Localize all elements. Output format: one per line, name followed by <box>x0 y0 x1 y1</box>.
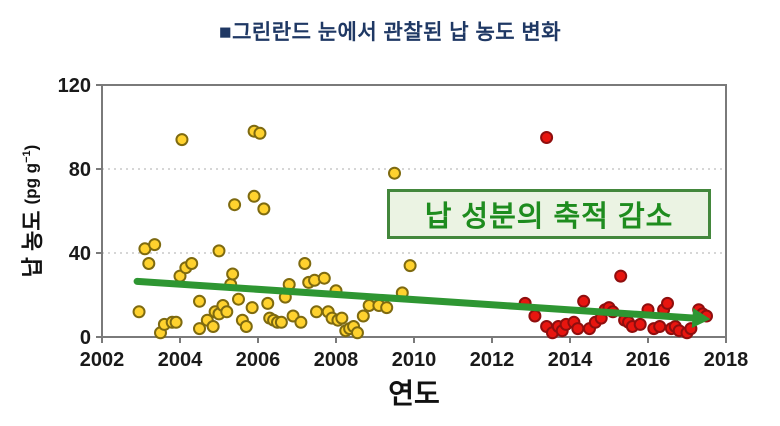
data-point-yellow-points <box>253 126 267 140</box>
data-point-yellow-points <box>148 238 162 252</box>
data-point-yellow-points <box>380 301 394 315</box>
data-point-yellow-points <box>317 271 331 285</box>
data-point-red-points <box>661 296 674 310</box>
data-point-red-points <box>614 269 628 283</box>
data-point-red-points <box>653 320 667 333</box>
data-point-red-points <box>528 309 542 323</box>
x-tick-label: 2006 <box>236 349 281 371</box>
x-tick-label: 2002 <box>80 349 125 371</box>
data-point-yellow-points <box>335 311 349 325</box>
data-point-yellow-points <box>212 244 226 258</box>
data-point-yellow-points <box>356 309 370 323</box>
y-axis-label: 납 농도 (pg g−1) <box>13 61 49 361</box>
data-point-yellow-points <box>294 315 308 329</box>
data-point-red-points <box>540 131 554 144</box>
x-tick-label: 2018 <box>704 349 749 371</box>
data-point-yellow-points <box>239 320 253 333</box>
page-title: ■그린란드 눈에서 관찰된 납 농도 변화 <box>218 21 562 44</box>
x-tick-label: 2016 <box>626 349 671 371</box>
x-tick-label: 2008 <box>314 349 359 371</box>
y-tick-label: 80 <box>69 159 91 181</box>
data-point-yellow-points <box>185 257 199 270</box>
y-tick-label: 0 <box>80 327 91 349</box>
y-axis-label-text: 납 농도 <box>20 210 45 278</box>
data-point-yellow-points <box>142 257 156 270</box>
x-tick-label: 2004 <box>158 349 203 371</box>
trend-arrowhead-icon <box>691 307 711 328</box>
y-tick-label: 120 <box>58 75 91 97</box>
trend-line <box>133 277 696 322</box>
data-point-yellow-points <box>298 257 312 270</box>
data-point-yellow-points <box>232 292 245 306</box>
y-tick-label: 40 <box>69 243 91 265</box>
data-point-yellow-points <box>350 326 364 340</box>
x-tick-label: 2012 <box>470 349 515 371</box>
y-axis-unit: (pg g−1) <box>20 144 41 205</box>
annotation-text: 납 성분의 축적 감소 <box>424 201 674 233</box>
data-point-yellow-points <box>193 294 206 308</box>
data-point-yellow-points <box>228 198 242 212</box>
data-point-yellow-points <box>220 305 234 319</box>
data-point-yellow-points <box>169 315 183 329</box>
data-point-yellow-points <box>257 202 271 216</box>
data-point-yellow-points <box>274 315 288 329</box>
data-point-yellow-points <box>403 259 417 273</box>
data-point-yellow-points <box>193 322 206 336</box>
data-point-yellow-points <box>388 166 401 180</box>
data-point-yellow-points <box>247 189 261 203</box>
data-point-yellow-points <box>132 305 146 319</box>
data-point-yellow-points <box>261 296 275 310</box>
data-point-yellow-points <box>206 320 220 333</box>
data-point-red-points <box>571 322 585 336</box>
data-point-red-points <box>577 294 591 308</box>
x-axis-label: 연도 <box>388 378 440 409</box>
data-point-red-points <box>633 317 647 331</box>
data-point-yellow-points <box>175 133 189 147</box>
x-tick-label: 2014 <box>548 349 593 371</box>
data-point-yellow-points <box>226 267 240 281</box>
data-point-yellow-points <box>310 305 323 319</box>
data-point-yellow-points <box>245 301 259 315</box>
x-tick-label: 2010 <box>392 349 437 371</box>
annotation-box: 납 성분의 축적 감소 <box>387 189 711 239</box>
